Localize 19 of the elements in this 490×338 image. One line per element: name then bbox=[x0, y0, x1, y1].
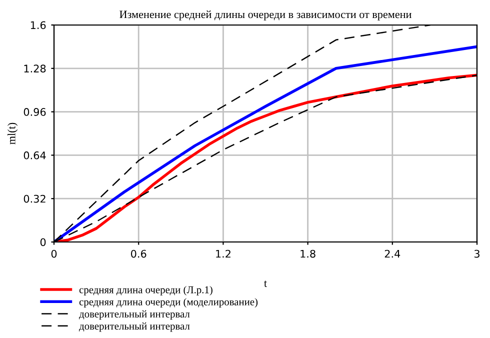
x-tick-label: 0 bbox=[51, 250, 57, 258]
x-tick-label: 1.8 bbox=[300, 250, 316, 258]
x-tick-label: 0.6 bbox=[131, 250, 146, 258]
y-axis-title: ml(t) bbox=[8, 122, 18, 144]
legend-label: средняя длина очереди (Л.р.1) bbox=[79, 286, 212, 296]
x-tick-label: 2.4 bbox=[384, 250, 400, 258]
y-tick-label: 0.32 bbox=[24, 194, 46, 203]
y-tick-label: 0.64 bbox=[24, 151, 46, 160]
x-tick-label: 3 bbox=[474, 250, 480, 258]
y-tick-label: 0 bbox=[40, 238, 46, 246]
legend-label: доверительный интервал bbox=[79, 310, 190, 320]
chart-title: Изменение средней длины очереди в зависимости от времени bbox=[120, 10, 412, 20]
x-axis-title: t bbox=[264, 280, 267, 287]
legend-label: доверительный интервал bbox=[79, 322, 190, 332]
y-tick-label: 0.96 bbox=[24, 108, 46, 116]
legend-label: средняя длина очереди (моделирование) bbox=[79, 298, 258, 308]
y-tick-label: 1.28 bbox=[24, 64, 46, 73]
x-tick-label: 1.2 bbox=[216, 250, 230, 258]
y-tick-label: 1.6 bbox=[30, 21, 46, 30]
